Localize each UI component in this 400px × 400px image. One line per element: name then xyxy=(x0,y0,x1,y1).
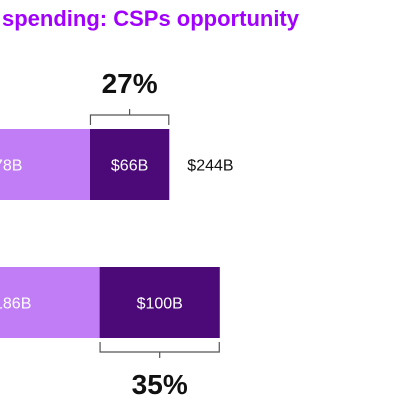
share-label-1: 27% xyxy=(102,68,158,99)
bar-segment-label-1-2: $66B xyxy=(111,158,148,175)
bar-segment-label-1-1: 78B xyxy=(0,158,22,175)
bar-total-label-1: $244B xyxy=(187,158,233,175)
bar-segment-1-1 xyxy=(0,129,90,200)
bar-segment-2-1 xyxy=(0,267,100,338)
share-bracket-2 xyxy=(99,342,220,353)
bar-segment-label-2-2: $100B xyxy=(137,296,183,313)
bar-segment-2-2 xyxy=(99,267,220,338)
bar-row-1: 78B $66B $244B 27% xyxy=(0,68,234,200)
chart-title: spending: CSPs opportunity xyxy=(2,6,300,31)
bar-segment-label-2-1: 186B xyxy=(0,296,31,313)
bar-segment-1-2 xyxy=(90,129,170,200)
share-label-2: 35% xyxy=(132,369,188,400)
share-bracket-1 xyxy=(89,114,170,125)
bars-layer: 78B $66B $244B 27% 186B $100B 35% xyxy=(0,68,234,400)
bar-row-2: 186B $100B 35% xyxy=(0,267,220,400)
